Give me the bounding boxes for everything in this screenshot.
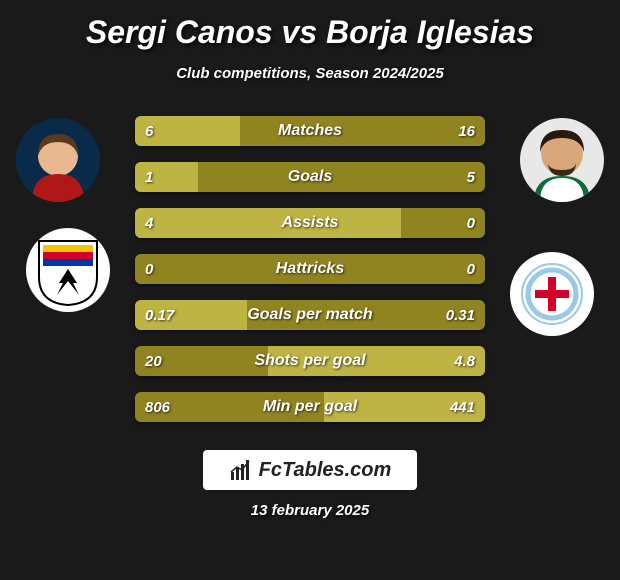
- stat-value-left: 1: [145, 162, 153, 192]
- page-title: Sergi Canos vs Borja Iglesias: [0, 14, 620, 51]
- stat-value-right: 0: [467, 254, 475, 284]
- stat-bar-fill-left: [135, 208, 401, 238]
- player-left-avatar: [16, 118, 100, 202]
- stat-row: 0.170.31Goals per match: [135, 300, 485, 330]
- date-label: 13 february 2025: [251, 502, 369, 519]
- brand-box[interactable]: FcTables.com: [203, 450, 418, 490]
- stat-value-left: 20: [145, 346, 162, 376]
- stat-row: 00Hattricks: [135, 254, 485, 284]
- stat-row: 616Matches: [135, 116, 485, 146]
- stat-value-left: 0.17: [145, 300, 174, 330]
- fctables-logo-icon: [229, 458, 253, 482]
- valencia-crest-icon: [37, 233, 99, 307]
- stat-bar-fill-right: [268, 346, 485, 376]
- club-left-crest: [26, 228, 110, 312]
- celta-crest-icon: [521, 263, 583, 325]
- stat-value-right: 5: [467, 162, 475, 192]
- stat-value-left: 806: [145, 392, 170, 422]
- stat-row: 40Assists: [135, 208, 485, 238]
- stat-row: 806441Min per goal: [135, 392, 485, 422]
- stat-row: 15Goals: [135, 162, 485, 192]
- page-subtitle: Club competitions, Season 2024/2025: [0, 65, 620, 82]
- stat-value-right: 4.8: [454, 346, 475, 376]
- player-right-avatar: [520, 118, 604, 202]
- stat-value-left: 6: [145, 116, 153, 146]
- stat-row: 204.8Shots per goal: [135, 346, 485, 376]
- stat-value-left: 0: [145, 254, 153, 284]
- stat-value-right: 0.31: [446, 300, 475, 330]
- player-left-face-icon: [16, 118, 100, 202]
- stat-bars: 616Matches15Goals40Assists00Hattricks0.1…: [135, 116, 485, 438]
- club-right-crest: [510, 252, 594, 336]
- stats-area: 616Matches15Goals40Assists00Hattricks0.1…: [0, 110, 620, 430]
- stat-value-right: 0: [467, 208, 475, 238]
- stat-value-right: 441: [450, 392, 475, 422]
- stat-value-left: 4: [145, 208, 153, 238]
- brand-area: FcTables.com 13 february 2025: [0, 450, 620, 519]
- brand-label: FcTables.com: [259, 459, 392, 482]
- stat-value-right: 16: [458, 116, 475, 146]
- player-right-face-icon: [520, 118, 604, 202]
- stat-bar-bg: [135, 254, 485, 284]
- comparison-card: Sergi Canos vs Borja Iglesias Club compe…: [0, 0, 620, 580]
